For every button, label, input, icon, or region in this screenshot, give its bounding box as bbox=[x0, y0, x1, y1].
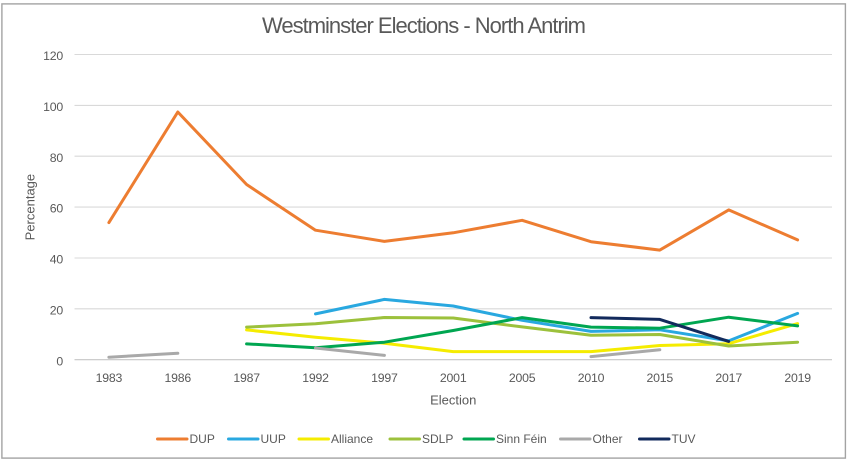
svg-text:100: 100 bbox=[43, 100, 63, 114]
svg-text:UUP: UUP bbox=[261, 432, 286, 446]
svg-text:DUP: DUP bbox=[190, 432, 215, 446]
svg-text:60: 60 bbox=[50, 202, 64, 216]
svg-text:Westminster Elections - North: Westminster Elections - North Antrim bbox=[262, 13, 585, 38]
svg-text:2005: 2005 bbox=[509, 371, 536, 385]
svg-text:Election: Election bbox=[430, 393, 476, 408]
svg-text:120: 120 bbox=[43, 49, 63, 63]
svg-text:2015: 2015 bbox=[647, 371, 674, 385]
svg-text:Alliance: Alliance bbox=[331, 432, 373, 446]
svg-text:80: 80 bbox=[50, 151, 64, 165]
svg-text:0: 0 bbox=[56, 354, 63, 368]
svg-text:2010: 2010 bbox=[578, 371, 605, 385]
svg-text:1997: 1997 bbox=[371, 371, 398, 385]
svg-text:1987: 1987 bbox=[233, 371, 260, 385]
svg-text:Sinn Féin: Sinn Féin bbox=[496, 432, 547, 446]
svg-text:40: 40 bbox=[50, 253, 64, 267]
svg-text:2001: 2001 bbox=[440, 371, 467, 385]
svg-text:Other: Other bbox=[593, 432, 623, 446]
svg-text:2019: 2019 bbox=[784, 371, 811, 385]
svg-text:1983: 1983 bbox=[96, 371, 123, 385]
svg-text:2017: 2017 bbox=[715, 371, 742, 385]
svg-text:1986: 1986 bbox=[165, 371, 192, 385]
svg-text:20: 20 bbox=[50, 303, 64, 317]
svg-text:1992: 1992 bbox=[302, 371, 329, 385]
svg-text:SDLP: SDLP bbox=[422, 432, 453, 446]
svg-text:Percentage: Percentage bbox=[23, 174, 38, 241]
svg-text:TUV: TUV bbox=[672, 432, 696, 446]
